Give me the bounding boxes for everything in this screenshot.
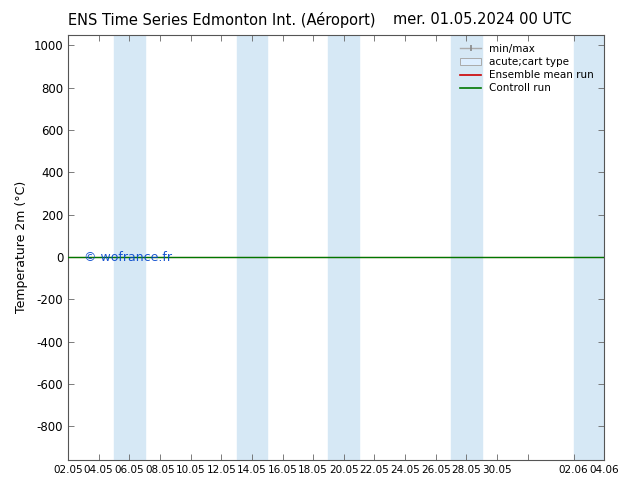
- Bar: [236, 35, 267, 460]
- Text: mer. 01.05.2024 00 UTC: mer. 01.05.2024 00 UTC: [392, 12, 571, 27]
- Text: © wofrance.fr: © wofrance.fr: [84, 250, 172, 264]
- Y-axis label: Temperature 2m (°C): Temperature 2m (°C): [15, 181, 28, 314]
- Text: ENS Time Series Edmonton Int. (Aéroport): ENS Time Series Edmonton Int. (Aéroport): [68, 12, 376, 28]
- Bar: [574, 35, 604, 460]
- Legend: min/max, acute;cart type, Ensemble mean run, Controll run: min/max, acute;cart type, Ensemble mean …: [458, 42, 597, 96]
- Bar: [328, 35, 359, 460]
- Bar: [451, 35, 482, 460]
- Bar: [114, 35, 145, 460]
